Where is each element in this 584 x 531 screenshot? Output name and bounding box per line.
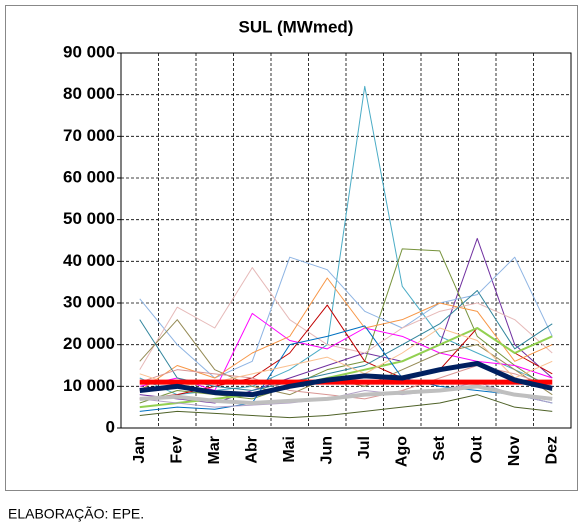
y-tick-label: 90 000: [63, 42, 115, 61]
plot-area: [120, 52, 572, 429]
series-line: [139, 290, 553, 391]
x-tick-label: Dez: [543, 436, 560, 464]
series-line: [139, 384, 553, 405]
series-line: [139, 256, 553, 379]
y-tick-label: 60 000: [63, 167, 115, 186]
chart-border: [5, 5, 578, 491]
y-tick-label: 70 000: [63, 126, 115, 145]
series-line: [139, 325, 553, 412]
x-tick-label: Abr: [243, 436, 260, 464]
series-line: [139, 237, 553, 404]
series-line: [139, 360, 553, 398]
x-tick-label: Out: [468, 435, 485, 463]
y-tick-label: 50 000: [63, 209, 115, 228]
x-tick-label: Set: [431, 435, 448, 461]
series-line: [139, 394, 553, 419]
x-tick-label: Mar: [206, 436, 223, 464]
y-tick-label: 10 000: [63, 376, 115, 395]
series-line: [139, 312, 553, 391]
x-tick-label: Nov: [506, 436, 523, 466]
series-line: [139, 277, 553, 391]
x-tick-label: Jul: [356, 436, 373, 459]
x-tick-label: Jun: [318, 436, 335, 464]
y-tick-label: 30 000: [63, 292, 115, 311]
y-tick-label: 80 000: [63, 84, 115, 103]
y-tick-label: 20 000: [63, 334, 115, 353]
y-tick-label: 40 000: [63, 251, 115, 270]
source-note: ELABORAÇÃO: EPE.: [8, 506, 144, 522]
chart-title: SUL (MWmed): [239, 17, 354, 36]
series-line: [139, 267, 553, 370]
x-tick-label: Fev: [168, 436, 185, 464]
x-tick-label: Jan: [131, 436, 148, 464]
x-tick-label: Ago: [393, 436, 410, 467]
y-tick-label: 0: [106, 417, 115, 436]
x-tick-label: Mai: [281, 436, 298, 463]
